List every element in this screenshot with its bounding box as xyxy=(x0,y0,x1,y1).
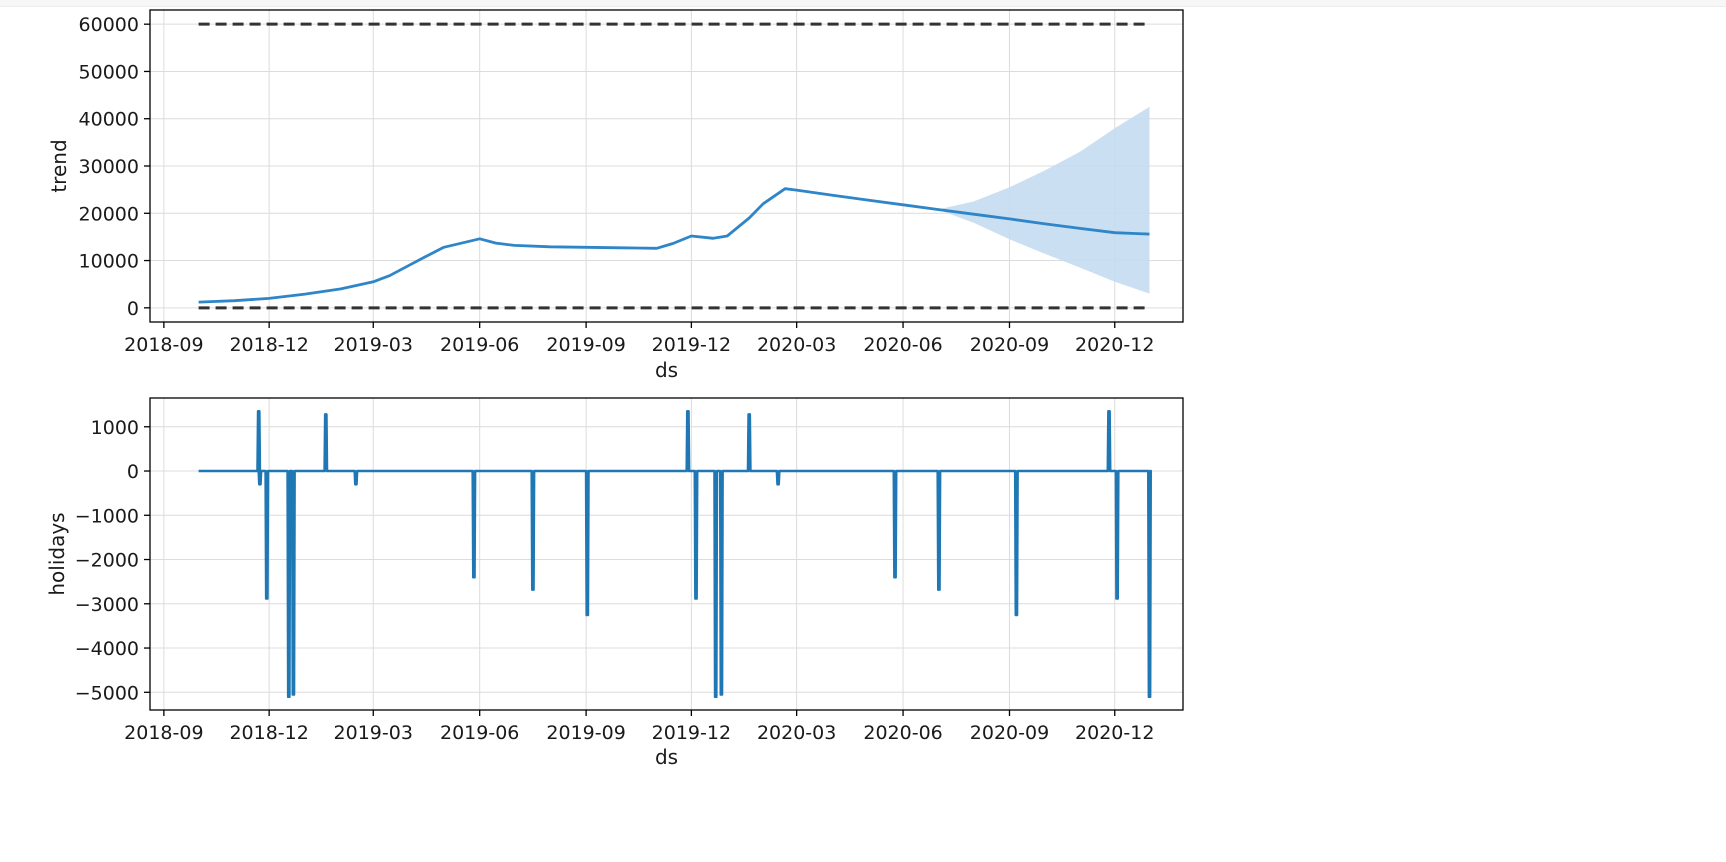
y-tick-label: 0 xyxy=(127,298,139,320)
y-tick-label: 50000 xyxy=(79,61,139,83)
window-top-bar xyxy=(0,0,1726,7)
y-tick-label: 30000 xyxy=(79,156,139,178)
x-tick-label: 2019-12 xyxy=(652,334,731,356)
holidays-y-ticks: 1000 0 −1000 −2000 −3000 −4000 −5000 xyxy=(75,417,150,704)
trend-line xyxy=(198,187,1150,304)
x-tick-label: 2018-12 xyxy=(229,722,308,744)
x-tick-label: 2020-06 xyxy=(863,722,942,744)
x-tick-label: 2020-12 xyxy=(1075,334,1154,356)
holidays-x-axis-label: ds xyxy=(655,745,678,769)
x-tick-label: 2019-09 xyxy=(546,334,625,356)
x-tick-label: 2020-03 xyxy=(757,722,836,744)
y-tick-label: −5000 xyxy=(75,682,139,704)
y-tick-label: 60000 xyxy=(79,14,139,36)
x-tick-label: 2019-12 xyxy=(652,722,731,744)
trend-chart: 2018-09 2018-12 2019-03 2019-06 2019-09 2019-… xyxy=(47,9,1184,382)
x-tick-label: 2018-09 xyxy=(124,722,203,744)
x-tick-label: 2020-09 xyxy=(970,722,1049,744)
holidays-y-axis-label: holidays xyxy=(45,512,69,595)
holidays-x-ticks: 2018-09 2018-12 2019-03 2019-06 2019-09 2019-… xyxy=(124,710,1154,744)
trend-cap-lines xyxy=(198,22,1150,310)
y-tick-label: 1000 xyxy=(91,417,139,439)
y-tick-label: 0 xyxy=(127,461,139,483)
trend-grid xyxy=(150,10,1183,322)
y-tick-label: −3000 xyxy=(75,594,139,616)
trend-y-axis-label: trend xyxy=(47,139,71,192)
trend-x-ticks: 2018-09 2018-12 2019-03 2019-06 2019-09 2019-… xyxy=(124,322,1154,356)
x-tick-label: 2019-09 xyxy=(546,722,625,744)
x-tick-label: 2020-03 xyxy=(757,334,836,356)
x-tick-label: 2019-06 xyxy=(440,722,519,744)
trend-uncertainty-band xyxy=(937,106,1150,294)
y-tick-label: 40000 xyxy=(79,109,139,131)
holidays-grid xyxy=(150,398,1183,710)
y-tick-label: 10000 xyxy=(79,251,139,273)
x-tick-label: 2020-06 xyxy=(863,334,942,356)
x-tick-label: 2018-12 xyxy=(229,334,308,356)
x-tick-label: 2018-09 xyxy=(124,334,203,356)
y-tick-label: −4000 xyxy=(75,638,139,660)
trend-y-ticks: 0 10000 20000 30000 40000 50000 60000 xyxy=(79,14,150,320)
x-tick-label: 2019-03 xyxy=(334,722,413,744)
holidays-line xyxy=(198,410,1152,698)
x-tick-label: 2019-03 xyxy=(334,334,413,356)
x-tick-label: 2020-12 xyxy=(1075,722,1154,744)
y-tick-label: −2000 xyxy=(75,550,139,572)
x-tick-label: 2020-09 xyxy=(970,334,1049,356)
x-tick-label: 2019-06 xyxy=(440,334,519,356)
y-tick-label: −1000 xyxy=(75,505,139,527)
holidays-chart: 2018-09 2018-12 2019-03 2019-06 2019-09 2019-… xyxy=(45,397,1184,769)
holidays-axes-frame xyxy=(149,397,1184,711)
y-tick-label: 20000 xyxy=(79,203,139,225)
trend-x-axis-label: ds xyxy=(655,358,678,382)
